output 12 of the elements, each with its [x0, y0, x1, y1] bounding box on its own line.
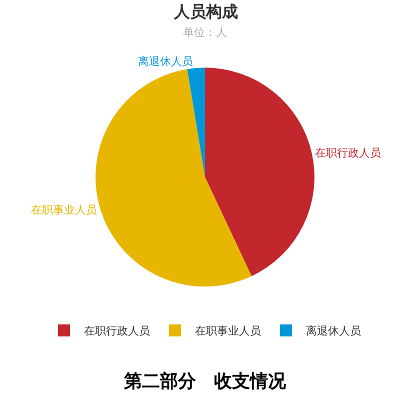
legend-label: 在职行政人员 [84, 324, 150, 338]
chart-subtitle: 单位：人 [183, 26, 227, 39]
pie-slice [187, 68, 205, 178]
chart-title: 人员构成 [173, 2, 238, 21]
slice-label: 在职行政人员 [315, 146, 382, 160]
pie-slice [96, 69, 252, 286]
pie-slice [205, 68, 314, 276]
legend-label: 在职事业人员 [195, 324, 261, 338]
legend-label: 离退休人员 [306, 324, 361, 338]
slice-label: 在职事业人员 [31, 204, 98, 217]
text: 第二部分 收支情况 [123, 371, 287, 392]
slice-label: 离退休人员 [138, 55, 193, 68]
